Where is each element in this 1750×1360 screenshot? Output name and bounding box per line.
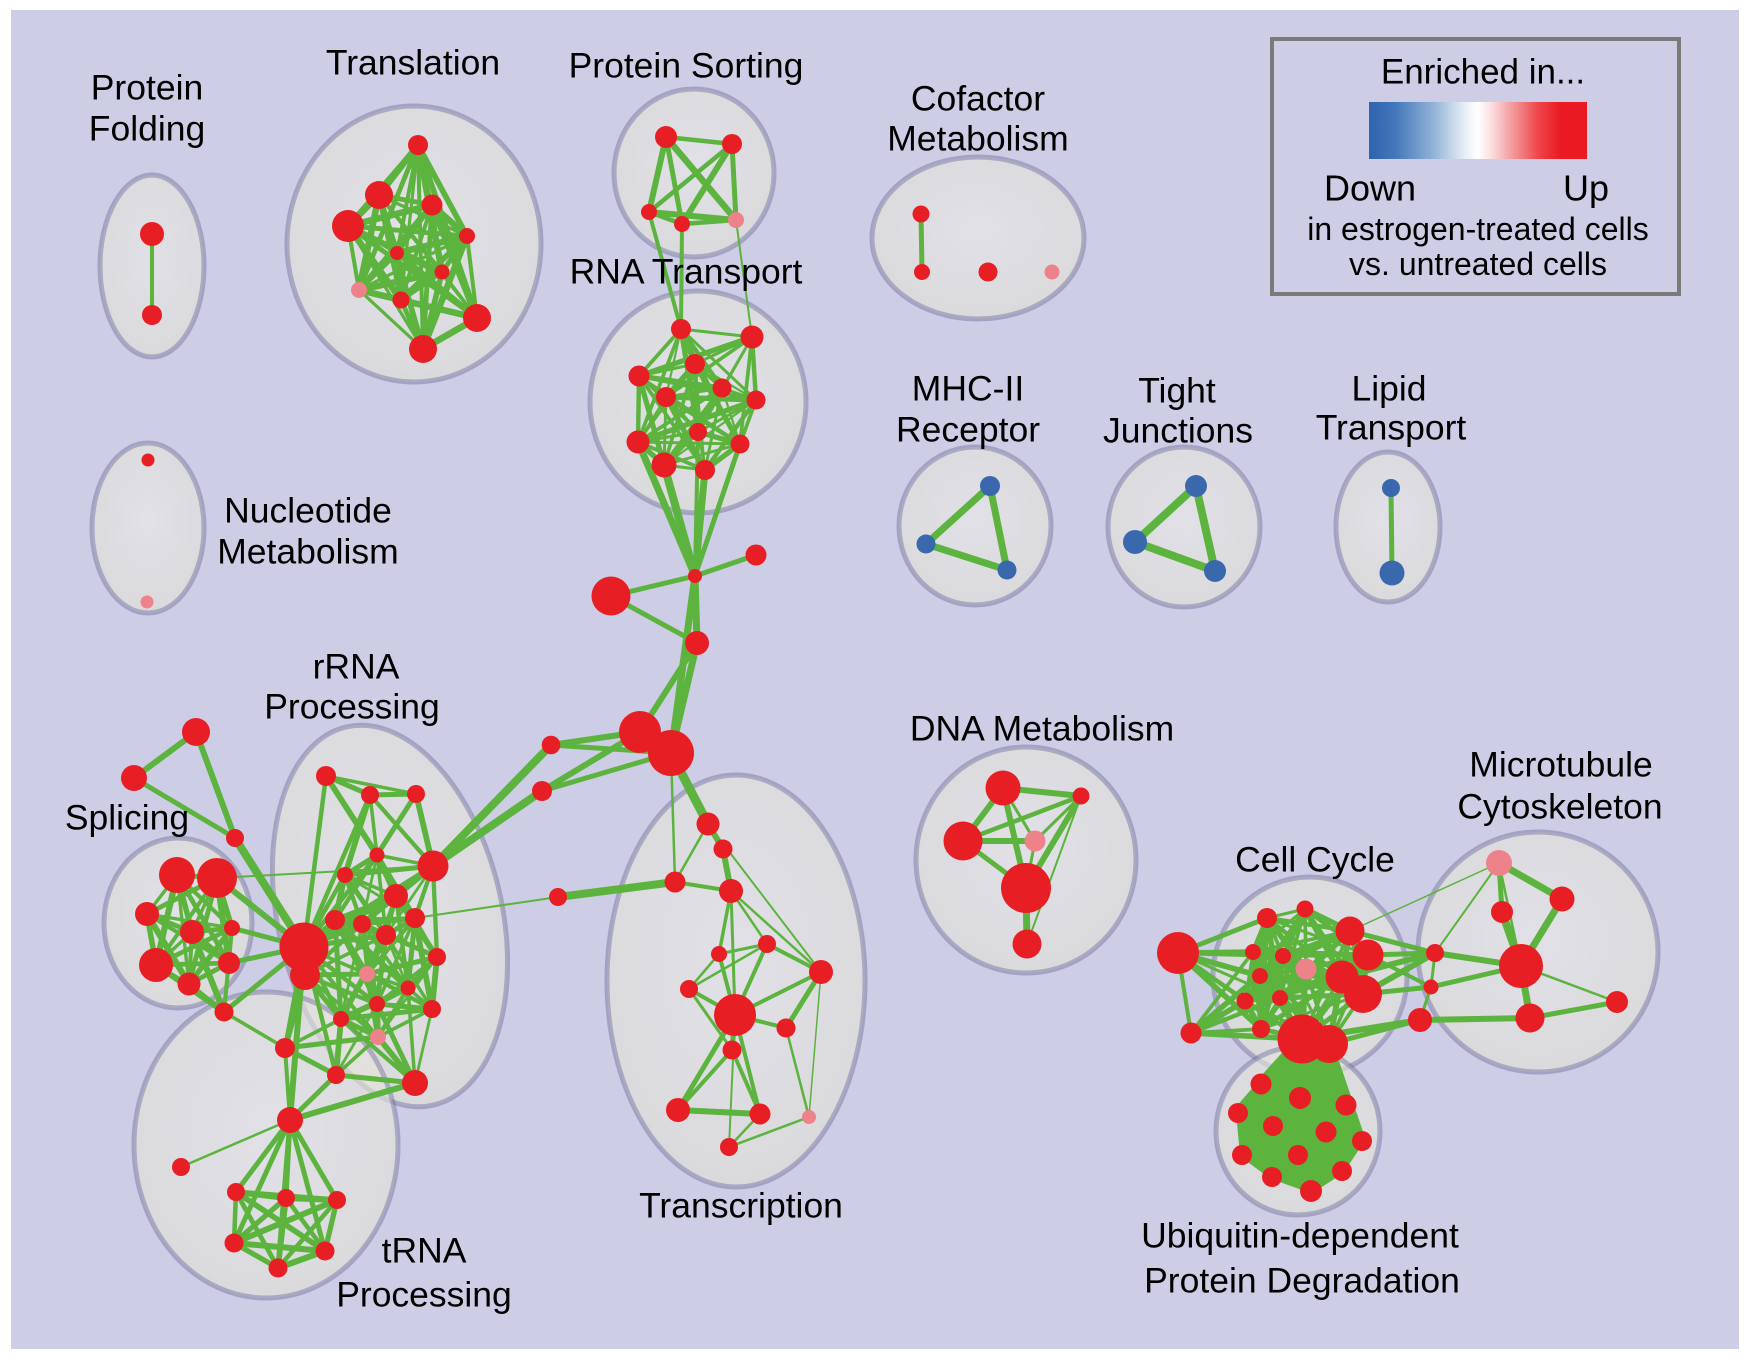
svg-text:Lipid: Lipid	[1351, 368, 1426, 408]
svg-text:Translation: Translation	[326, 42, 500, 82]
svg-text:Folding: Folding	[89, 108, 205, 148]
svg-text:Transport: Transport	[1316, 407, 1467, 447]
svg-text:Protein Degradation: Protein Degradation	[1144, 1260, 1460, 1300]
svg-text:Microtubule: Microtubule	[1469, 744, 1653, 784]
svg-text:Processing: Processing	[336, 1274, 512, 1314]
svg-text:Splicing: Splicing	[65, 797, 189, 837]
svg-text:Junctions: Junctions	[1103, 410, 1253, 450]
svg-text:Tight: Tight	[1138, 370, 1216, 410]
svg-text:vs. untreated cells: vs. untreated cells	[1349, 246, 1607, 282]
svg-text:tRNA: tRNA	[382, 1230, 467, 1270]
svg-text:MHC-II: MHC-II	[912, 368, 1024, 408]
svg-text:Metabolism: Metabolism	[887, 118, 1069, 158]
svg-text:Nucleotide: Nucleotide	[224, 490, 392, 530]
svg-text:in estrogen-treated cells: in estrogen-treated cells	[1307, 211, 1649, 247]
svg-text:Down: Down	[1324, 168, 1416, 209]
svg-text:Protein Sorting: Protein Sorting	[569, 45, 804, 85]
svg-text:DNA Metabolism: DNA Metabolism	[910, 708, 1174, 748]
svg-text:Enriched in...: Enriched in...	[1381, 52, 1585, 91]
svg-text:Cytoskeleton: Cytoskeleton	[1457, 786, 1662, 826]
svg-text:Processing: Processing	[264, 686, 440, 726]
svg-text:Up: Up	[1563, 168, 1609, 209]
svg-text:RNA Transport: RNA Transport	[570, 251, 803, 291]
svg-text:rRNA: rRNA	[313, 646, 400, 686]
svg-text:Ubiquitin-dependent: Ubiquitin-dependent	[1141, 1215, 1459, 1255]
svg-text:Protein: Protein	[91, 67, 203, 107]
svg-text:Cell Cycle: Cell Cycle	[1235, 839, 1395, 879]
svg-text:Metabolism: Metabolism	[217, 531, 399, 571]
svg-text:Transcription: Transcription	[639, 1185, 843, 1225]
svg-text:Receptor: Receptor	[896, 409, 1040, 449]
svg-text:Cofactor: Cofactor	[911, 78, 1045, 118]
